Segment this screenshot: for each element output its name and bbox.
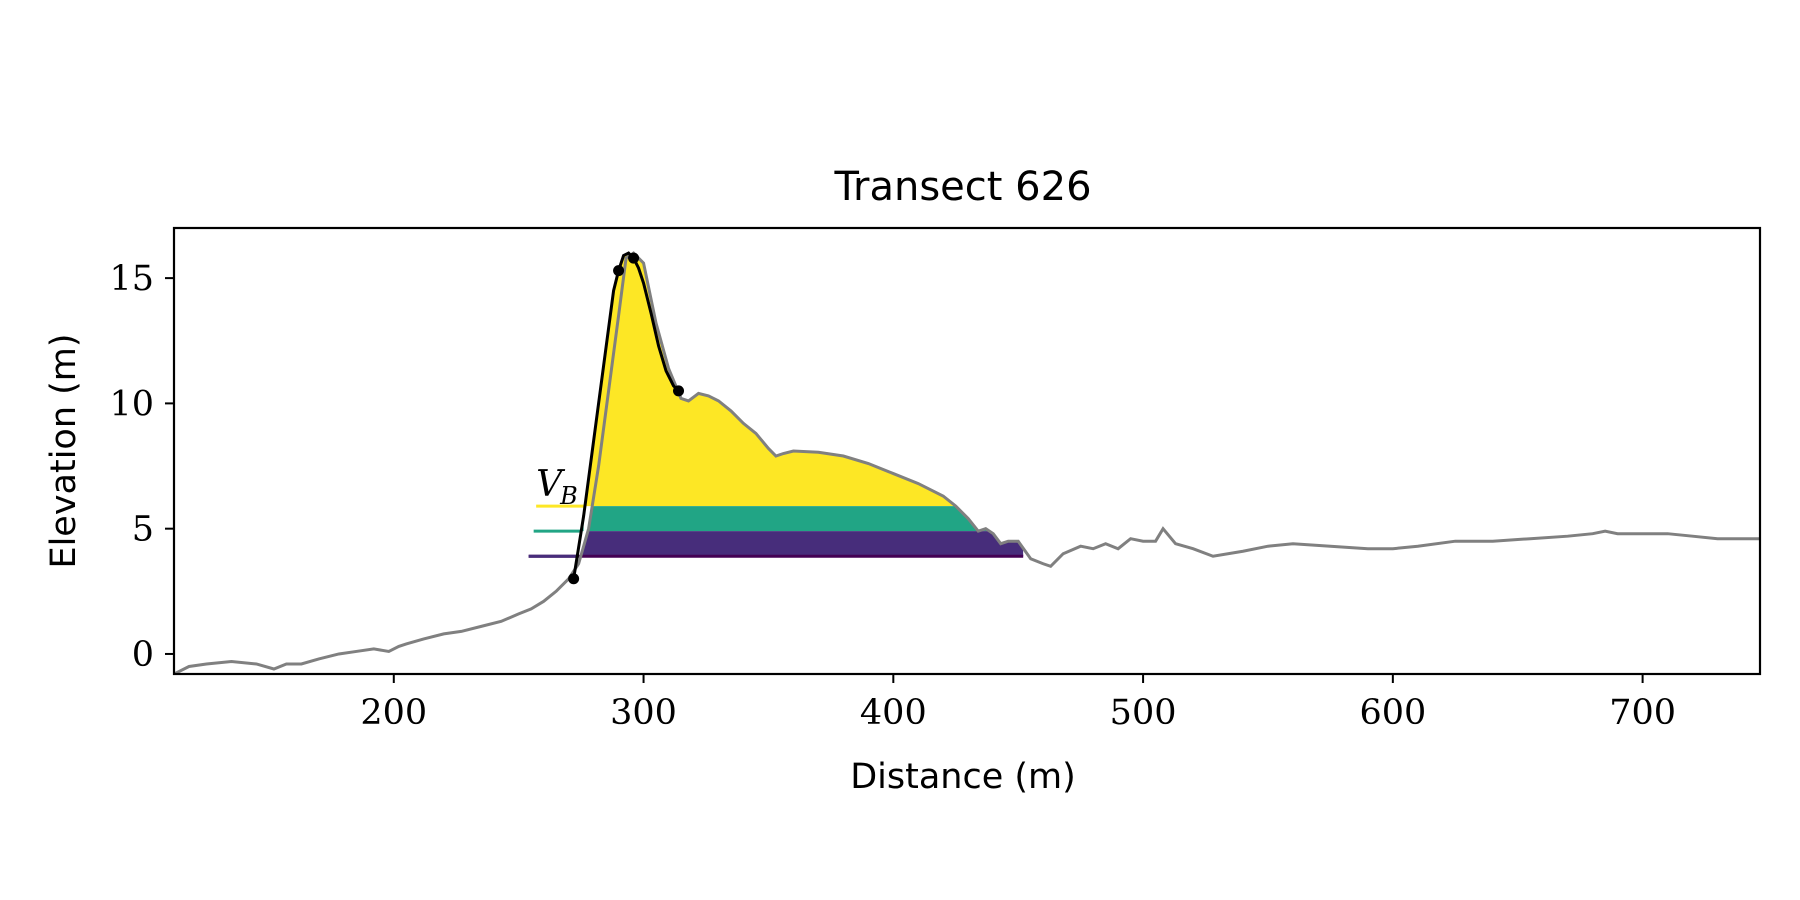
y-tick-label: 15 <box>109 259 154 299</box>
key-point <box>673 385 685 397</box>
x-tick-label: 400 <box>860 693 927 733</box>
x-tick-label: 300 <box>610 693 677 733</box>
plot-area <box>174 251 1760 674</box>
vb-annotation: V B <box>536 464 578 510</box>
x-tick-label: 500 <box>1110 693 1177 733</box>
vb-annotation-subscript: B <box>559 482 578 510</box>
vb-annotation-symbol: V <box>536 464 566 505</box>
area-layer_low <box>577 531 1024 557</box>
y-axis-label: Elevation (m) <box>44 333 84 568</box>
x-tick-label: 600 <box>1359 693 1426 733</box>
axis-ticks: 200 300 400 500 600 700 0 5 10 15 <box>109 259 1676 733</box>
y-tick-label: 0 <box>132 635 154 675</box>
chart-title: Transect 626 <box>833 164 1091 210</box>
key-point <box>568 573 580 585</box>
key-point <box>628 252 640 264</box>
area-layer_top <box>584 253 1024 507</box>
profile-line <box>174 251 1760 674</box>
x-tick-label: 700 <box>1609 693 1676 733</box>
plot-frame <box>172 226 1762 676</box>
area-layer_mid <box>581 506 1024 532</box>
x-axis-label: Distance (m) <box>850 757 1076 797</box>
x-tick-label: 200 <box>360 693 427 733</box>
key-point <box>613 265 625 277</box>
y-tick-label: 10 <box>109 384 154 424</box>
y-tick-label: 5 <box>132 510 154 550</box>
